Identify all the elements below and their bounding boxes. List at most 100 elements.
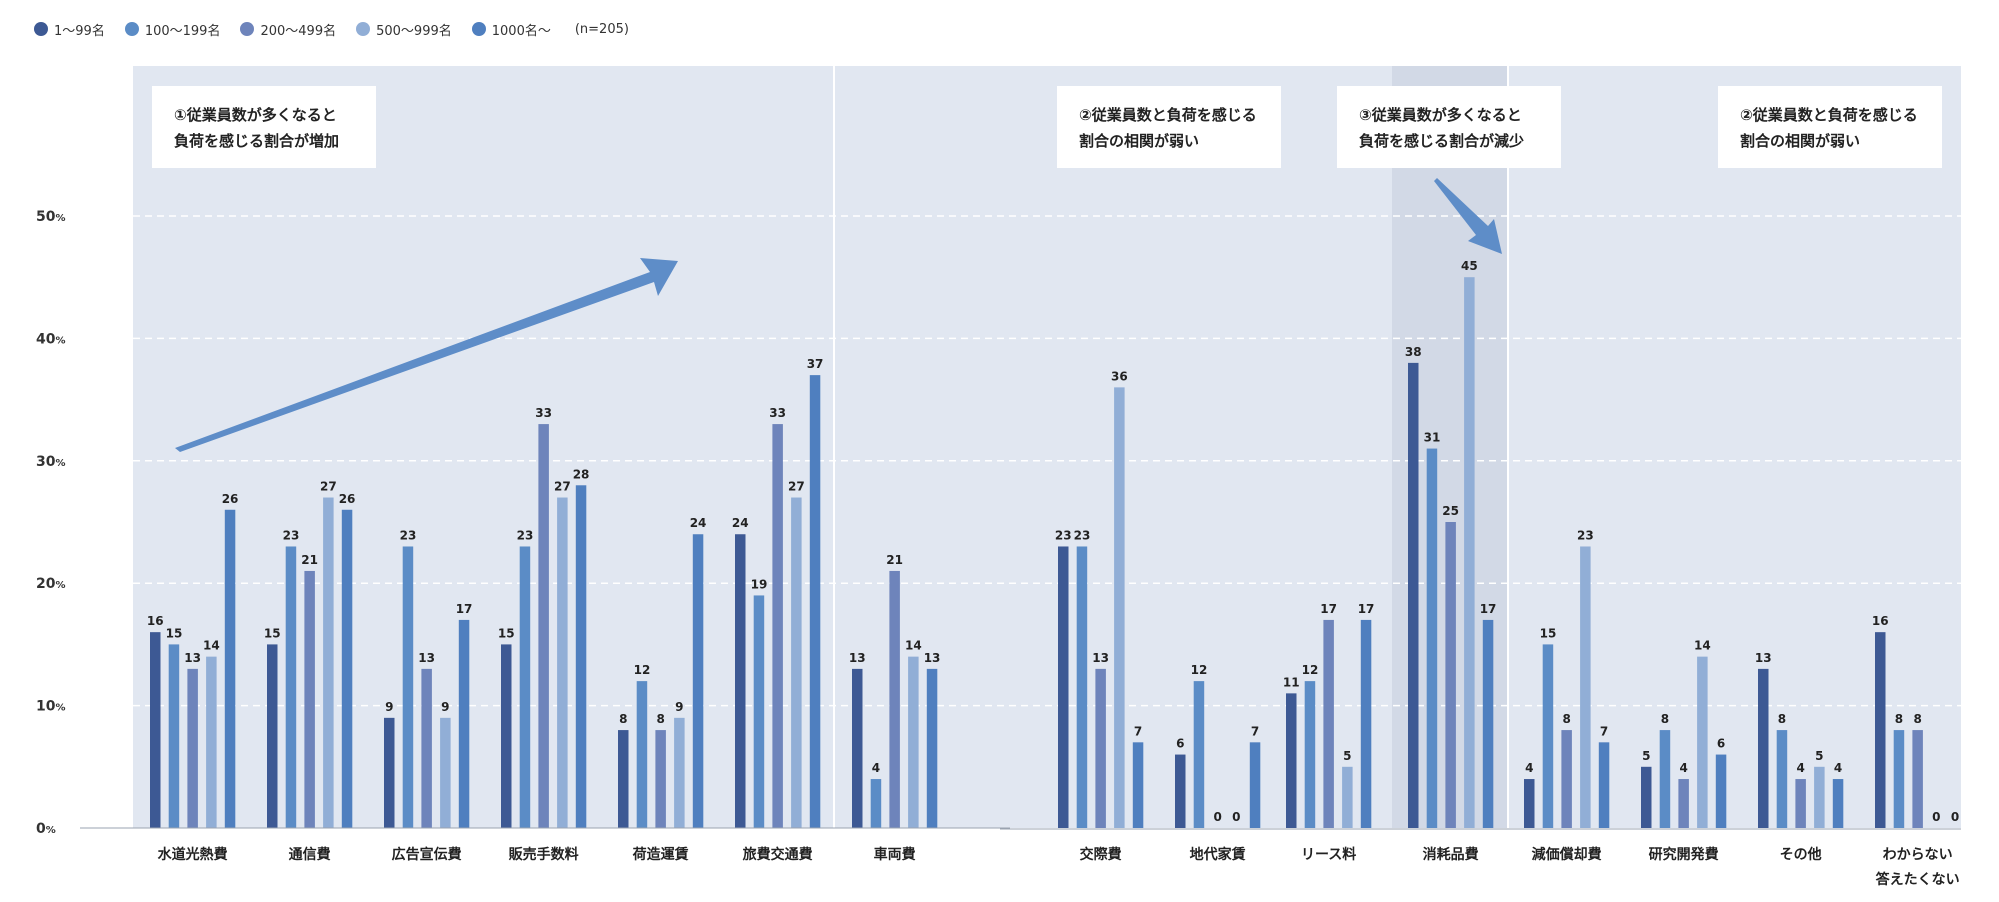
bar [519, 546, 531, 828]
legend-swatch [124, 22, 139, 36]
data-label: 11 [1283, 675, 1300, 689]
data-label: 14 [905, 639, 922, 653]
data-label: 13 [1755, 651, 1772, 665]
data-label: 33 [769, 406, 786, 420]
panel-background [133, 66, 833, 828]
bar [1426, 448, 1438, 828]
bar [384, 717, 395, 828]
data-label: 17 [1480, 602, 1497, 616]
bar [674, 717, 685, 828]
data-label: 27 [554, 480, 571, 494]
data-label: 15 [264, 626, 281, 640]
legend-item: 1000名〜 [471, 20, 551, 39]
bar [1114, 387, 1125, 828]
data-label: 23 [1577, 528, 1594, 542]
data-label: 8 [1913, 712, 1921, 726]
legend-swatch [34, 22, 48, 36]
y-tick-label: 20% [36, 576, 66, 592]
y-tick-label: 10% [36, 699, 66, 715]
bar [304, 570, 315, 828]
data-label: 12 [634, 663, 651, 677]
legend-label: 500〜999名 [376, 23, 452, 39]
bar [1580, 546, 1591, 828]
data-label: 13 [849, 651, 866, 665]
bar [1193, 681, 1205, 828]
data-label: 5 [1642, 749, 1650, 763]
y-tick-label: 50% [36, 209, 66, 225]
data-label: 15 [1540, 626, 1557, 640]
bar [224, 509, 236, 828]
data-label: 5 [1343, 749, 1351, 763]
panel-background [1509, 66, 1961, 828]
bar [1814, 766, 1825, 828]
data-label: 6 [1717, 737, 1725, 751]
bar [791, 497, 802, 828]
data-label: 17 [456, 602, 473, 616]
data-label: 15 [166, 626, 183, 640]
data-label: 23 [283, 528, 300, 542]
bar [1641, 766, 1652, 828]
bar [538, 424, 549, 828]
category-label: 地代家賃 [1190, 846, 1246, 863]
data-label: 25 [1442, 504, 1459, 518]
bar [206, 656, 217, 828]
data-label: 45 [1461, 259, 1478, 273]
bar [1058, 546, 1069, 828]
bar [1323, 619, 1334, 828]
data-label: 8 [1895, 712, 1903, 726]
data-label: 36 [1111, 369, 1128, 383]
bar [150, 632, 161, 828]
data-label: 8 [1778, 712, 1786, 726]
bar [575, 485, 587, 828]
bar [1912, 730, 1923, 828]
data-label: 14 [203, 639, 220, 653]
bar [753, 595, 765, 828]
bar [187, 668, 198, 828]
category-label: 車両費 [874, 846, 916, 863]
category-label: 消耗品費 [1423, 846, 1479, 863]
data-label: 19 [751, 577, 768, 591]
category-label: 研究開発費 [1649, 846, 1719, 863]
data-label: 4 [1796, 761, 1804, 775]
bar [323, 497, 334, 828]
data-label: 12 [1302, 663, 1319, 677]
y-tick-label: 0% [36, 821, 56, 837]
bar [1175, 754, 1186, 828]
bar [1832, 779, 1844, 828]
category-label: 販売手数料 [509, 846, 579, 863]
bar [1524, 779, 1535, 828]
data-label: 4 [872, 761, 880, 775]
category-label: 答えたくない [1876, 871, 1960, 888]
bar [926, 668, 938, 828]
bar [1776, 730, 1788, 828]
data-label: 7 [1134, 724, 1142, 738]
bar [267, 644, 278, 828]
data-label: 13 [1092, 651, 1109, 665]
data-label: 8 [1562, 712, 1570, 726]
sample-size-label: (n=205) [574, 21, 629, 37]
data-label: 0 [1932, 810, 1940, 824]
legend-label: 1000名〜 [491, 23, 551, 39]
bar [1132, 742, 1144, 828]
data-label: 8 [1661, 712, 1669, 726]
category-label: 水道光熱費 [158, 846, 228, 863]
data-label: 9 [675, 700, 683, 714]
bar [421, 668, 432, 828]
data-label: 4 [1525, 761, 1533, 775]
data-label: 26 [222, 492, 239, 506]
category-label: 広告宣伝費 [392, 846, 462, 863]
trend-arrow [175, 258, 678, 452]
data-label: 16 [1872, 614, 1889, 628]
bar [1095, 668, 1106, 828]
bar [1875, 632, 1886, 828]
legend-swatch [356, 22, 371, 36]
data-label: 24 [690, 516, 707, 530]
legend-swatch [471, 22, 486, 36]
annotation-box: ②従業員数と負荷を感じる 割合の相関が弱い [1057, 86, 1281, 168]
data-label: 13 [184, 651, 201, 665]
bar [1893, 730, 1905, 828]
data-label: 8 [656, 712, 664, 726]
category-label: 交際費 [1080, 846, 1122, 863]
data-label: 26 [339, 492, 356, 506]
legend-label: 200〜499名 [260, 23, 337, 39]
